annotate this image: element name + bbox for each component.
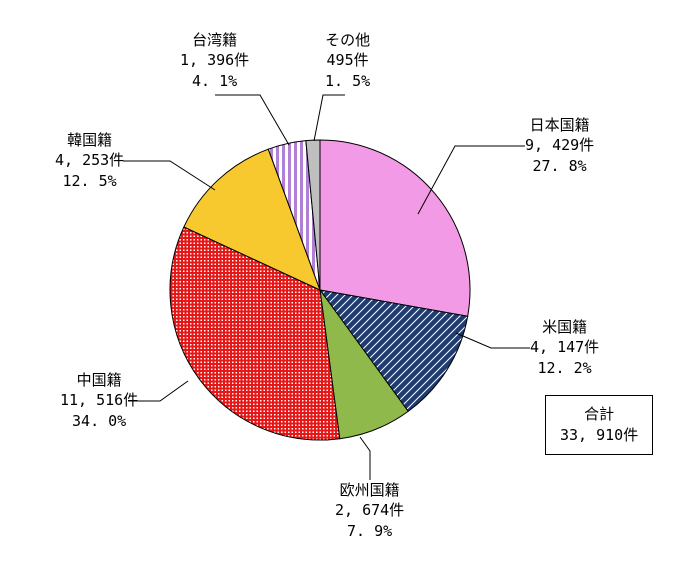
slice-name: 中国籍 bbox=[77, 371, 122, 389]
slice-name: 韓国籍 bbox=[67, 131, 112, 149]
total-title: 合計 bbox=[584, 405, 614, 423]
slice-count: 2, 674件 bbox=[335, 501, 404, 519]
slice-name: 米国籍 bbox=[542, 318, 587, 336]
slice-pct: 27. 8% bbox=[533, 157, 587, 175]
slice-count: 4, 147件 bbox=[530, 338, 599, 356]
leader-line bbox=[360, 437, 370, 480]
leader-line bbox=[456, 333, 530, 348]
slice-pct: 12. 5% bbox=[63, 172, 117, 190]
slice-name: その他 bbox=[325, 31, 370, 49]
total-value: 33, 910件 bbox=[560, 426, 638, 444]
leader-line bbox=[215, 95, 289, 145]
slice-count: 9, 429件 bbox=[525, 136, 594, 154]
slice-label-kr: 韓国籍 4, 253件 12. 5% bbox=[55, 130, 124, 191]
slice-pct: 7. 9% bbox=[347, 522, 392, 540]
slice-label-jp: 日本国籍 9, 429件 27. 8% bbox=[525, 115, 594, 176]
pie-slice bbox=[320, 140, 470, 316]
slice-count: 11, 516件 bbox=[60, 391, 138, 409]
slice-pct: 34. 0% bbox=[72, 412, 126, 430]
slice-pct: 1. 5% bbox=[325, 72, 370, 90]
slice-count: 1, 396件 bbox=[180, 51, 249, 69]
leader-line bbox=[123, 161, 215, 190]
slice-name: 日本国籍 bbox=[530, 116, 590, 134]
slice-name: 欧州国籍 bbox=[340, 481, 400, 499]
slice-label-cn: 中国籍 11, 516件 34. 0% bbox=[60, 370, 138, 431]
slice-count: 4, 253件 bbox=[55, 151, 124, 169]
slice-label-eu: 欧州国籍 2, 674件 7. 9% bbox=[335, 480, 404, 541]
slice-pct: 12. 2% bbox=[538, 359, 592, 377]
total-box: 合計 33, 910件 bbox=[545, 395, 653, 455]
slice-pct: 4. 1% bbox=[192, 72, 237, 90]
slice-label-us: 米国籍 4, 147件 12. 2% bbox=[530, 317, 599, 378]
slice-name: 台湾籍 bbox=[192, 31, 237, 49]
pie-chart-container: 日本国籍 9, 429件 27. 8% 米国籍 4, 147件 12. 2% 欧… bbox=[0, 0, 678, 575]
slice-count: 495件 bbox=[327, 51, 369, 69]
slice-label-tw: 台湾籍 1, 396件 4. 1% bbox=[180, 30, 249, 91]
leader-line bbox=[314, 95, 345, 141]
slice-label-other: その他 495件 1. 5% bbox=[325, 30, 370, 91]
